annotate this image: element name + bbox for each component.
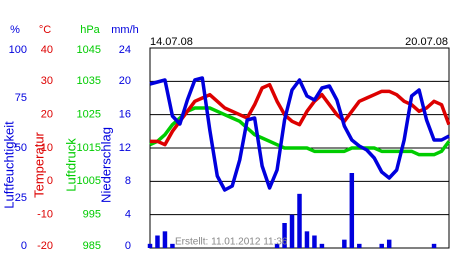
y-tick-label: 75 — [15, 92, 27, 104]
axis-title: Niederschlag — [98, 127, 113, 203]
bar — [431, 243, 437, 248]
bar — [304, 231, 310, 248]
bar — [297, 193, 302, 248]
bar — [319, 243, 325, 248]
y-tick-label: 10 — [41, 142, 53, 154]
y-tick-label: 25 — [15, 192, 27, 204]
y-tick-label: 8 — [125, 175, 131, 187]
axis-title: Luftfeuchtigkeit — [1, 121, 16, 209]
series-line — [150, 82, 450, 147]
bar — [386, 239, 392, 248]
axis-title: Temperatur — [31, 131, 46, 197]
y-tick-label: 20 — [119, 75, 131, 87]
bar — [312, 235, 317, 248]
y-tick-label: 1025 — [77, 109, 101, 121]
y-tick-label: 50 — [15, 142, 27, 154]
y-tick-label: 1005 — [77, 175, 101, 187]
bar — [342, 239, 347, 248]
plot-layer — [147, 47, 450, 249]
unit-label: °C — [39, 24, 51, 36]
y-tick-label: 24 — [119, 44, 131, 56]
date-start: 14.07.08 — [150, 36, 193, 48]
y-tick-label: -10 — [37, 209, 53, 221]
bar — [147, 243, 153, 248]
bar — [162, 231, 168, 248]
y-tick-label: 1045 — [77, 44, 101, 56]
y-tick-label: 0 — [47, 175, 53, 187]
axis-title: Luftdruck — [63, 138, 78, 192]
y-tick-label: 0 — [125, 240, 131, 250]
unit-label: mm/h — [111, 24, 139, 36]
y-tick-label: 16 — [119, 109, 131, 121]
unit-label: % — [10, 24, 20, 36]
unit-label: hPa — [80, 24, 100, 36]
y-tick-label: 0 — [21, 240, 27, 250]
y-tick-label: 995 — [83, 209, 101, 221]
y-tick-label: 12 — [119, 142, 131, 154]
y-tick-label: -20 — [37, 240, 53, 250]
bar — [289, 214, 295, 248]
bar — [357, 243, 362, 248]
bar — [170, 243, 175, 248]
date-end: 20.07.08 — [405, 36, 448, 48]
series-line — [149, 106, 450, 157]
series-line — [149, 76, 450, 192]
y-tick-label: 20 — [41, 109, 53, 121]
y-tick-label: 1035 — [77, 75, 101, 87]
y-tick-label: 40 — [41, 44, 53, 56]
bar — [274, 243, 280, 248]
y-tick-label: 100 — [9, 44, 27, 56]
y-tick-label: 985 — [83, 240, 101, 250]
y-tick-label: 4 — [125, 209, 131, 221]
bar — [379, 243, 384, 248]
bar — [282, 223, 287, 248]
footer: Erstellt: 11.01.2012 11:36 — [175, 237, 288, 248]
y-tick-label: 1015 — [77, 142, 101, 154]
bar — [155, 235, 160, 248]
bar — [349, 173, 355, 248]
y-tick-label: 30 — [41, 75, 53, 87]
